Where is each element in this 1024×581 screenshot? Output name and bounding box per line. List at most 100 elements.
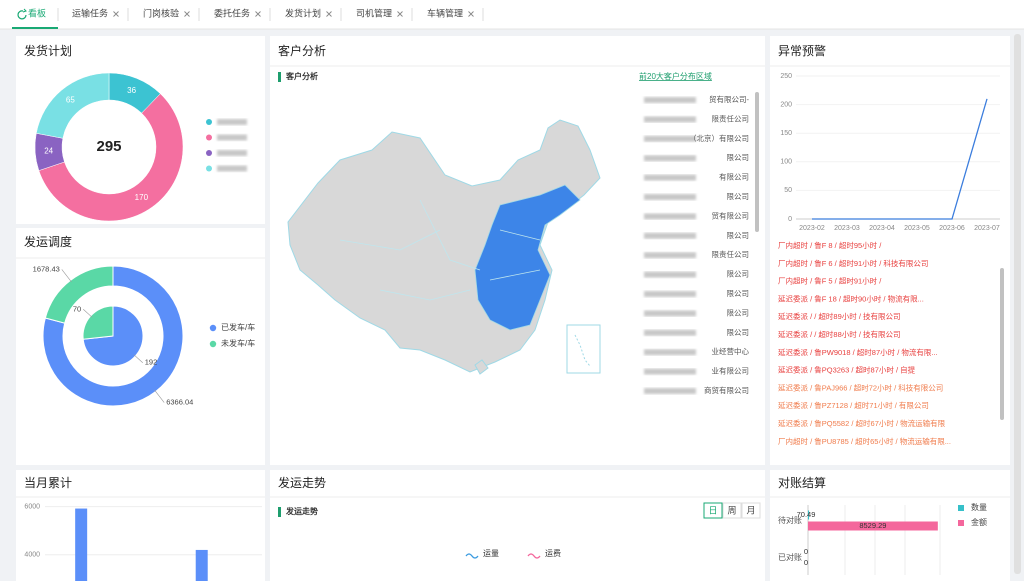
- blurred-name: [644, 329, 696, 336]
- legend-label: 运费: [545, 548, 561, 558]
- legend-swatch: [958, 520, 964, 526]
- subtitle-marker: [278, 507, 281, 517]
- x-tick-label: 2023-03: [834, 225, 860, 232]
- alert-item: 厂内超时 / 鲁PU8785 / 超时65小时 / 物流运输有限...: [778, 436, 951, 446]
- ring-segment: [44, 265, 114, 324]
- refresh-icon-arrow: [22, 8, 27, 13]
- panel: [770, 36, 1010, 465]
- y-tick-label: 50: [784, 187, 792, 194]
- segment-label: 24: [44, 146, 53, 155]
- period-label: 月: [746, 505, 755, 515]
- legend-icon: [465, 553, 479, 559]
- legend-label: 数量: [971, 502, 987, 512]
- blurred-name: [644, 368, 696, 375]
- blurred-name: [644, 194, 696, 200]
- tab-label[interactable]: 运输任务: [72, 7, 108, 18]
- tab-label[interactable]: 看板: [28, 7, 46, 18]
- customer-name: 贸有限公司-: [709, 94, 749, 104]
- alert-item: 厂内超时 / 鲁F 5 / 超时91小时 /: [778, 276, 882, 286]
- line: [812, 98, 988, 220]
- scrollbar[interactable]: [1000, 268, 1004, 420]
- period-button[interactable]: [741, 502, 761, 519]
- y-tick-label: 200: [780, 101, 792, 108]
- alert-item: 厂内超时 / 鲁F 8 / 超时95小时 /: [778, 240, 882, 250]
- subtitle-marker: [278, 72, 281, 82]
- period-switch: 日周月: [703, 502, 761, 519]
- tab-label[interactable]: 发货计划: [285, 7, 321, 18]
- y-tick-label: 150: [780, 130, 792, 137]
- customer-name: 限公司: [727, 153, 750, 162]
- panel-title: 异常预警: [778, 43, 826, 58]
- china-map: [287, 119, 601, 375]
- customer-name: 限公司: [727, 328, 750, 337]
- y-tick-label: 4000: [24, 552, 40, 559]
- donut-segment: [38, 93, 184, 222]
- bar: [75, 508, 88, 581]
- legend-dot: [209, 340, 217, 348]
- blurred-name: [644, 271, 696, 278]
- subtitle: 发运走势: [285, 506, 318, 516]
- page-scrollbar[interactable]: [1014, 34, 1021, 574]
- tab-close: [255, 11, 261, 17]
- tabs: 看板 运输任务 门岗核验 委托任务 发货计划 司机管理 车辆管理: [28, 7, 484, 21]
- customer-name: 业有限公司: [712, 366, 750, 376]
- period-label: 日: [708, 505, 717, 515]
- value-label: 8529.29: [859, 521, 886, 530]
- legend-label: 运量: [483, 549, 499, 558]
- tab-close: [468, 11, 474, 17]
- bar: [195, 549, 208, 581]
- segment-label: 170: [135, 193, 149, 202]
- panel: [16, 470, 265, 581]
- legend-label: 金额: [971, 517, 987, 527]
- value-label: 0: [804, 547, 808, 556]
- tab-close: [326, 11, 332, 17]
- x-tick-label: 2023-02: [799, 225, 825, 232]
- period-button[interactable]: [703, 502, 723, 519]
- tab-label[interactable]: 门岗核验: [143, 7, 179, 18]
- panel-title: 客户分析: [278, 43, 326, 58]
- blurred-name: [644, 232, 696, 239]
- value-label: 70.49: [797, 510, 816, 519]
- alert-item: 延迟委派 / 鲁PQ5582 / 超时67小时 / 物流运输有限: [778, 418, 946, 428]
- scrollbar[interactable]: [755, 92, 759, 232]
- legend-dot: [206, 119, 212, 125]
- tab-label[interactable]: 司机管理: [356, 7, 392, 18]
- region-link[interactable]: 前20大客户分布区域: [639, 71, 712, 81]
- customer-name: 限公司: [727, 270, 750, 279]
- subtitle: 客户分析: [285, 71, 318, 81]
- alert-item: 延迟委派 / / 超时88小时 / 技有限公司: [778, 329, 901, 339]
- segment-label: 65: [66, 96, 75, 105]
- blurred-name: [644, 174, 696, 181]
- customer-name: （北京）有限公司: [689, 133, 749, 143]
- tab-bar: [0, 0, 1024, 29]
- legend-dot: [209, 324, 217, 332]
- donut-total: 295: [96, 138, 121, 155]
- customer-name: 业经营中心: [712, 346, 750, 356]
- blurred-legend: [217, 150, 247, 156]
- blurred-name: [644, 213, 696, 220]
- blurred-name: [644, 388, 696, 394]
- period-button[interactable]: [722, 502, 742, 519]
- panel-title: 发运调度: [24, 234, 72, 249]
- segment-label: 70: [73, 304, 81, 313]
- alert-item: 延迟委派 / 鲁PW9018 / 超时87小时 / 物流有限...: [778, 347, 938, 357]
- leader-line: [61, 269, 72, 283]
- leader-line: [83, 309, 93, 318]
- panel-title: 当月累计: [24, 476, 72, 490]
- blurred-name: [644, 155, 696, 162]
- tab-close: [184, 11, 190, 17]
- blurred-legend: [217, 165, 247, 172]
- customer-name: 商贸有限公司: [704, 385, 749, 395]
- tab-label[interactable]: 车辆管理: [427, 7, 463, 18]
- legend-dot: [206, 134, 212, 141]
- alert-item: 延迟委派 / 鲁PAJ966 / 超时72小时 / 科技有限公司: [778, 382, 943, 392]
- tab-close: [397, 11, 403, 17]
- customer-name: 限责任公司: [712, 249, 750, 259]
- legend-label: 已发车/车: [221, 322, 255, 332]
- legend-icon: [527, 553, 541, 559]
- alert-item: 延迟委派 / 鲁PQ3263 / 超时87小时 / 自提: [778, 365, 916, 375]
- x-tick-label: 2023-06: [939, 225, 965, 232]
- leader-line: [133, 354, 143, 363]
- alert-list: 厂内超时 / 鲁F 8 / 超时95小时 / 厂内超时 / 鲁F 6 / 超时91…: [778, 240, 951, 446]
- tab-label[interactable]: 委托任务: [214, 7, 250, 18]
